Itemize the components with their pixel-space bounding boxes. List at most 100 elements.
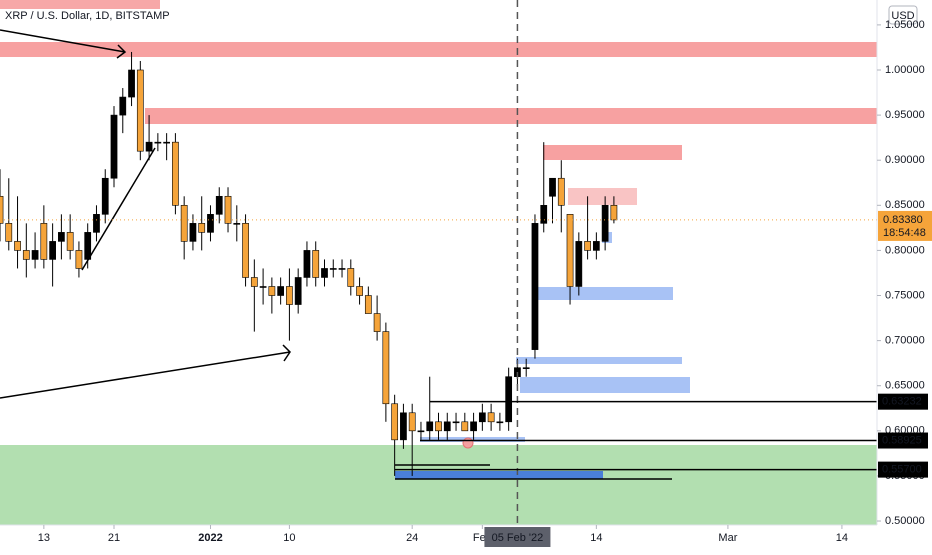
level-label: 0.63232 [882,396,922,408]
chart-title: XRP / U.S. Dollar, 1D, BITSTAMP [5,10,170,22]
x-tick-label: 14 [590,532,602,544]
countdown: 18:54:48 [883,227,926,239]
candle-body [601,205,609,242]
x-tick-label: Mar [718,532,737,544]
y-tick-label: 0.50000 [885,515,925,527]
candle-body [461,421,469,432]
candle-body [189,223,197,242]
candle-body [531,223,539,350]
last-price-label: 0.83380 [883,214,923,226]
candle-body [93,214,100,233]
candle-body [540,205,548,224]
candle-body [250,277,258,287]
y-tick-label: 0.90000 [885,154,925,166]
candle-body [294,277,302,305]
zone [520,377,690,393]
marker-label: 05 Feb '22 [492,532,544,544]
candle-body [329,268,337,270]
candle-body [172,141,179,206]
candle-body [566,214,574,287]
candle-body [364,295,372,314]
candle-body [40,223,48,260]
candle-body [49,241,56,260]
candle-body [391,403,399,441]
candle-body [136,69,144,152]
candle-body [505,376,513,423]
candle-body [347,268,355,287]
candle-body [356,286,363,296]
candle-body [549,177,556,197]
level-box [878,461,928,478]
level-box [878,432,928,449]
zone [568,188,637,205]
candle-body [610,205,618,221]
candle-body [84,232,92,260]
candle-body [496,421,504,424]
candle-body [180,205,188,242]
arrow [0,29,126,53]
candle-body [224,195,232,224]
candle-body [128,69,135,98]
arrow [0,351,291,399]
y-tick-label: 0.95000 [885,109,925,121]
zone [0,0,160,9]
marker-dot [462,437,474,449]
arrow-head [282,344,291,362]
candle-body [382,331,390,405]
zone [0,445,877,525]
candle-body [215,195,223,215]
y-tick-label: 0.85000 [885,199,925,211]
candle-body [119,96,127,116]
level-label: 0.55700 [882,464,922,476]
candle-body [75,250,83,269]
candle-body [5,223,13,242]
level-label: 0.58925 [882,434,922,446]
candle-body [470,421,477,432]
price-axis [877,0,932,550]
candle-body [426,421,434,432]
candle-body [145,141,153,152]
candle-body [14,241,21,251]
candle-body [242,223,249,278]
y-tick-label: 0.80000 [885,244,925,256]
candle-body [452,421,460,424]
candle-body [303,250,311,278]
x-tick-label: 14 [836,532,848,544]
x-tick-label: 21 [108,532,120,544]
candle-body [435,421,442,432]
y-tick-label: 0.75000 [885,289,925,301]
candle-body [259,286,267,288]
candle-body [0,195,4,224]
zone [516,357,682,364]
zone [0,42,877,57]
marker-box [484,527,551,547]
x-tick-label: 2022 [198,532,222,544]
plot [0,0,877,525]
candle-body [478,412,486,423]
x-tick-label: 10 [283,532,295,544]
candle-body [338,268,346,270]
candle-body [443,421,451,432]
zone [420,437,525,442]
trendline [81,147,156,271]
zone [535,287,673,300]
candle-body [233,223,241,225]
candle-body [557,177,565,206]
candle-body [277,286,285,296]
candle-body [575,241,583,287]
candle-body [286,286,293,305]
currency: USD [891,10,914,22]
candle-body [400,412,407,441]
y-tick-label: 0.70000 [885,335,925,347]
candle-body [163,141,170,144]
arrow-head [116,44,127,59]
candle-body [31,250,39,260]
candle-body [408,412,416,432]
y-tick-label: 0.65000 [885,380,925,392]
candle-body [22,250,30,260]
candle-body [312,250,320,278]
candle-body [373,313,381,332]
zone [145,108,877,124]
